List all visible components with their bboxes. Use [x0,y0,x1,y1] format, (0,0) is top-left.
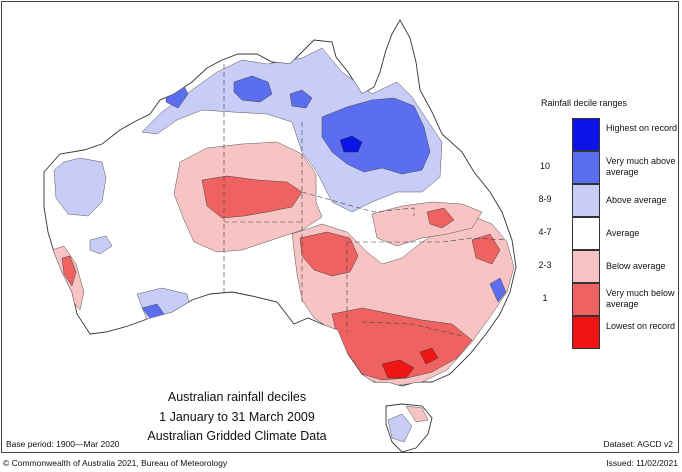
region-very-much-below-central [201,175,303,219]
region-very-much-below-victoria [331,307,473,381]
legend-swatch-lowest [572,316,600,349]
region-above-south-central [136,287,191,321]
legend-decile-4-7: 4-7 [538,227,552,237]
base-period: Base period: 1900—Mar 2020 [6,439,120,449]
map-dataset-name: Australian Gridded Climate Data [147,429,327,443]
region-above-tasmania [387,413,413,443]
region-very-much-above-topend [289,89,313,109]
legend-swatch-below [572,250,600,283]
region-very-much-below-west-coast [61,255,77,287]
dataset-label: Dataset: AGCD v2 [603,439,673,449]
legend-decile-10: 10 [539,161,550,171]
legend-label-below: Below average [606,261,666,271]
region-above-east-coast [489,277,507,303]
region-above-wa-mid [89,235,113,255]
legend-swatch-highest [572,118,600,151]
map-period: 1 January to 31 March 2009 [159,409,315,424]
state-borders [223,64,508,337]
rainfall-decile-map [43,19,517,452]
legend-swatch-above [572,184,600,217]
legend-label-lowest: Lowest on record [606,321,676,331]
legend-label-very-much-above: Very much above average [606,156,676,177]
legend-decile-8-9: 8-9 [538,194,552,204]
region-very-much-below-ne-coast [471,233,501,265]
legend-swatch-average [572,217,600,250]
region-very-much-below-nsw [426,207,455,229]
legend-swatch-very-much-below [572,283,600,316]
map-title: Australian rainfall deciles [167,390,307,404]
region-very-much-above-kimberley [233,75,273,103]
region-lowest-record-victoria [381,359,415,379]
legend-decile-1: 1 [542,293,548,303]
legend-decile-2-3: 2-3 [538,260,552,270]
region-below-tasmania [405,405,429,423]
legend-label-very-much-below: Very much below average [606,288,675,309]
map-frame: Australian rainfall deciles 1 January to… [1,1,679,453]
map-title-block: Australian rainfall deciles 1 January to… [122,388,352,447]
decile-regions [51,47,515,386]
legend-label-above: Above average [606,195,667,205]
region-below-average-nsw-north [371,201,483,247]
region-very-much-above-north [321,97,431,175]
region-highest-record [339,135,363,153]
legend-title: Rainfall decile ranges [541,98,628,108]
region-above-westcoast [53,157,107,217]
legend-label-highest: Highest on record [606,123,678,133]
issued-date: Issued: 11/02/2021 [606,458,678,468]
legend-swatch-very-much-above [572,151,600,184]
region-lowest-record-victoria-east [419,347,439,365]
legend-label-average: Average [606,228,640,238]
region-very-much-below-se-interior [299,231,359,277]
copyright: © Commonwealth of Australia 2021, Bureau… [3,458,228,468]
